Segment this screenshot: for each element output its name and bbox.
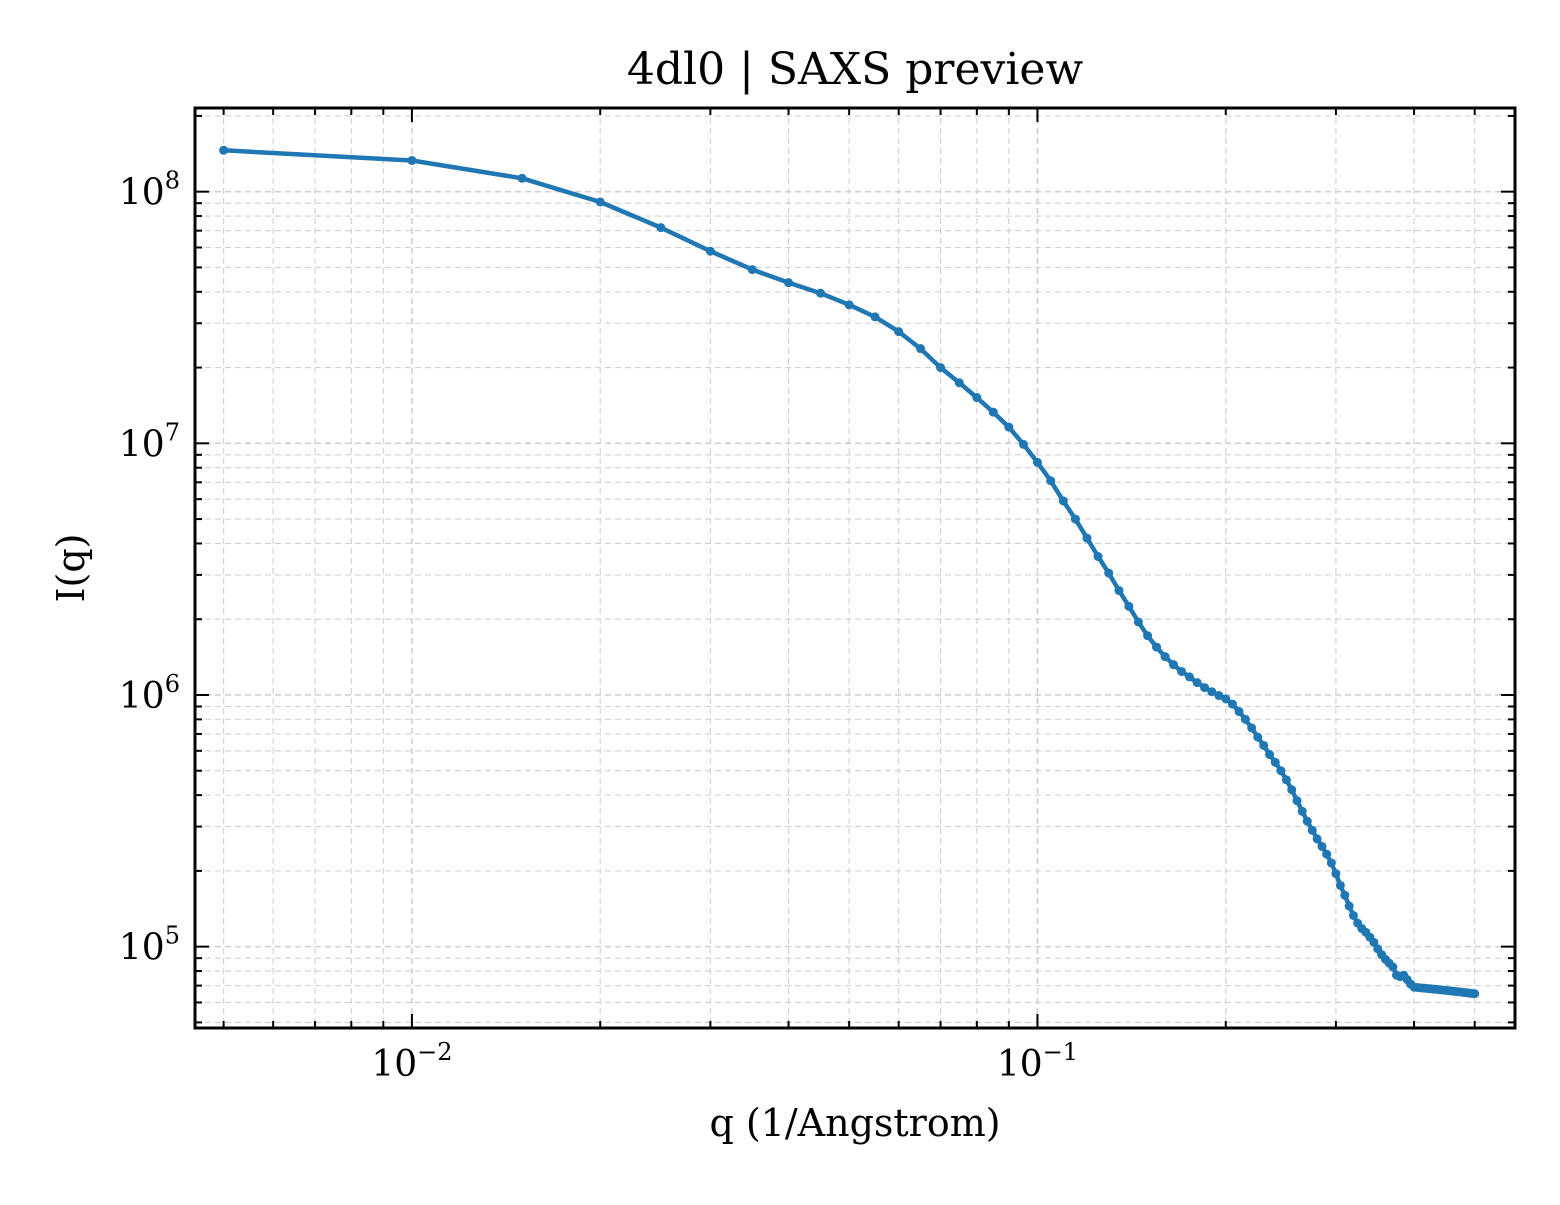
- data-point: [894, 327, 904, 337]
- data-point: [1276, 766, 1286, 776]
- data-point: [1312, 834, 1322, 844]
- data-point: [1019, 439, 1029, 449]
- data-point: [1331, 869, 1341, 879]
- data-point: [1124, 601, 1134, 611]
- data-point: [844, 300, 854, 310]
- data-point: [1240, 714, 1250, 724]
- data-point: [1200, 683, 1210, 693]
- data-point: [219, 145, 229, 155]
- data-point: [1335, 880, 1345, 890]
- data-point: [1270, 757, 1280, 767]
- data-point: [1287, 785, 1297, 795]
- data-point: [1114, 586, 1124, 596]
- tick-labels: 10−2 10−1 105 106 107 108: [119, 167, 1078, 1085]
- data-point: [1348, 910, 1358, 920]
- data-point: [1317, 841, 1327, 851]
- data-point: [1093, 552, 1103, 562]
- data-point: [1259, 740, 1269, 750]
- data-point: [1133, 617, 1143, 627]
- data-point: [988, 407, 998, 417]
- axis-ticks: [195, 108, 1515, 1028]
- data-point: [705, 246, 715, 256]
- data-point: [1184, 672, 1194, 682]
- data-point: [1221, 694, 1231, 704]
- x-tick-label: 10−1: [997, 1038, 1078, 1085]
- data-point: [1070, 514, 1080, 524]
- data-point: [1004, 422, 1014, 432]
- data-point: [1046, 476, 1056, 486]
- grid-lines: [195, 108, 1515, 1028]
- data-point: [1344, 901, 1354, 911]
- data-point: [1143, 631, 1153, 641]
- data-point: [1247, 723, 1257, 733]
- data-point: [915, 344, 925, 354]
- data-point: [1388, 962, 1398, 972]
- data-point: [1281, 775, 1291, 785]
- data-point: [1192, 678, 1202, 688]
- plot-frame: [193, 106, 1517, 1030]
- data-point: [1234, 706, 1244, 716]
- y-tick-label: 108: [119, 167, 180, 214]
- data-point: [407, 155, 417, 165]
- data-point: [816, 288, 826, 298]
- data-point: [1104, 568, 1114, 578]
- data-point: [1082, 533, 1092, 543]
- data-point: [784, 278, 794, 288]
- data-point: [1152, 642, 1162, 652]
- data-point: [517, 173, 527, 183]
- data-point: [747, 265, 757, 275]
- data-point: [972, 393, 982, 403]
- data-point: [1168, 660, 1178, 670]
- data-point: [936, 363, 946, 373]
- data-point: [656, 223, 666, 233]
- data-point: [1326, 858, 1336, 868]
- data-point: [1207, 687, 1217, 697]
- data-series: [219, 145, 1480, 999]
- data-point: [1322, 849, 1332, 859]
- y-tick-label: 105: [119, 922, 180, 969]
- data-point: [1340, 890, 1350, 900]
- data-point: [1253, 732, 1263, 742]
- data-point: [1307, 825, 1317, 835]
- data-point: [1032, 457, 1042, 467]
- data-point: [954, 378, 964, 388]
- data-point: [1302, 816, 1312, 826]
- data-point: [1369, 937, 1379, 947]
- data-point: [1292, 796, 1302, 806]
- data-point: [1297, 806, 1307, 816]
- data-point: [870, 312, 880, 322]
- data-point: [595, 197, 605, 207]
- data-point: [1160, 652, 1170, 662]
- y-tick-label: 106: [119, 670, 180, 717]
- x-tick-label: 10−2: [371, 1038, 452, 1085]
- data-point: [1265, 750, 1275, 760]
- y-axis-label: I(q): [49, 534, 93, 603]
- data-point: [1470, 989, 1480, 999]
- y-tick-label: 107: [119, 418, 180, 465]
- data-point: [1058, 496, 1068, 506]
- data-point: [1214, 691, 1224, 701]
- chart-title: 4dl0 | SAXS preview: [627, 44, 1084, 95]
- data-point: [1177, 666, 1187, 676]
- data-point: [1227, 699, 1237, 709]
- x-axis-label: q (1/Angstrom): [709, 1101, 1000, 1145]
